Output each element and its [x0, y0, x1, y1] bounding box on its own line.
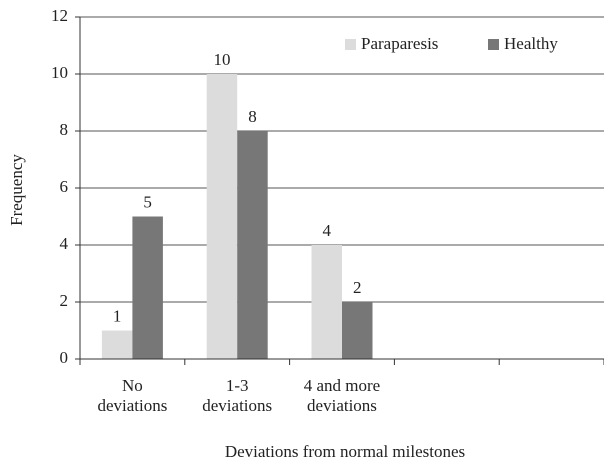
legend-label: Paraparesis — [361, 34, 438, 53]
data-label: 1 — [113, 306, 122, 325]
data-label: 10 — [213, 50, 230, 69]
y-tick-label: 0 — [60, 348, 69, 367]
y-tick-label: 10 — [51, 63, 68, 82]
bar — [311, 245, 342, 359]
legend-swatch — [488, 39, 499, 50]
data-label: 4 — [323, 221, 332, 240]
bar — [342, 302, 373, 359]
legend-swatch — [345, 39, 356, 50]
x-tick-label: deviations — [307, 396, 377, 415]
x-axis-title: Deviations from normal milestones — [225, 442, 465, 461]
y-tick-label: 6 — [60, 177, 69, 196]
bar — [206, 74, 238, 359]
y-axis-title: Frequency — [7, 154, 26, 226]
data-label: 2 — [353, 278, 362, 297]
x-tick-label: 4 and more — [304, 376, 380, 395]
y-tick-label: 8 — [60, 120, 69, 139]
bar — [132, 216, 163, 359]
bar — [237, 131, 268, 359]
x-tick-label: No — [122, 376, 143, 395]
data-label: 5 — [143, 192, 152, 211]
bar — [101, 330, 133, 359]
x-tick-label: deviations — [97, 396, 167, 415]
y-tick-label: 4 — [60, 234, 69, 253]
data-label: 8 — [248, 107, 257, 126]
x-tick-label: deviations — [202, 396, 272, 415]
legend-label: Healthy — [504, 34, 558, 53]
y-tick-label: 2 — [60, 291, 69, 310]
x-tick-label: 1-3 — [226, 376, 249, 395]
y-tick-label: 12 — [51, 6, 68, 25]
